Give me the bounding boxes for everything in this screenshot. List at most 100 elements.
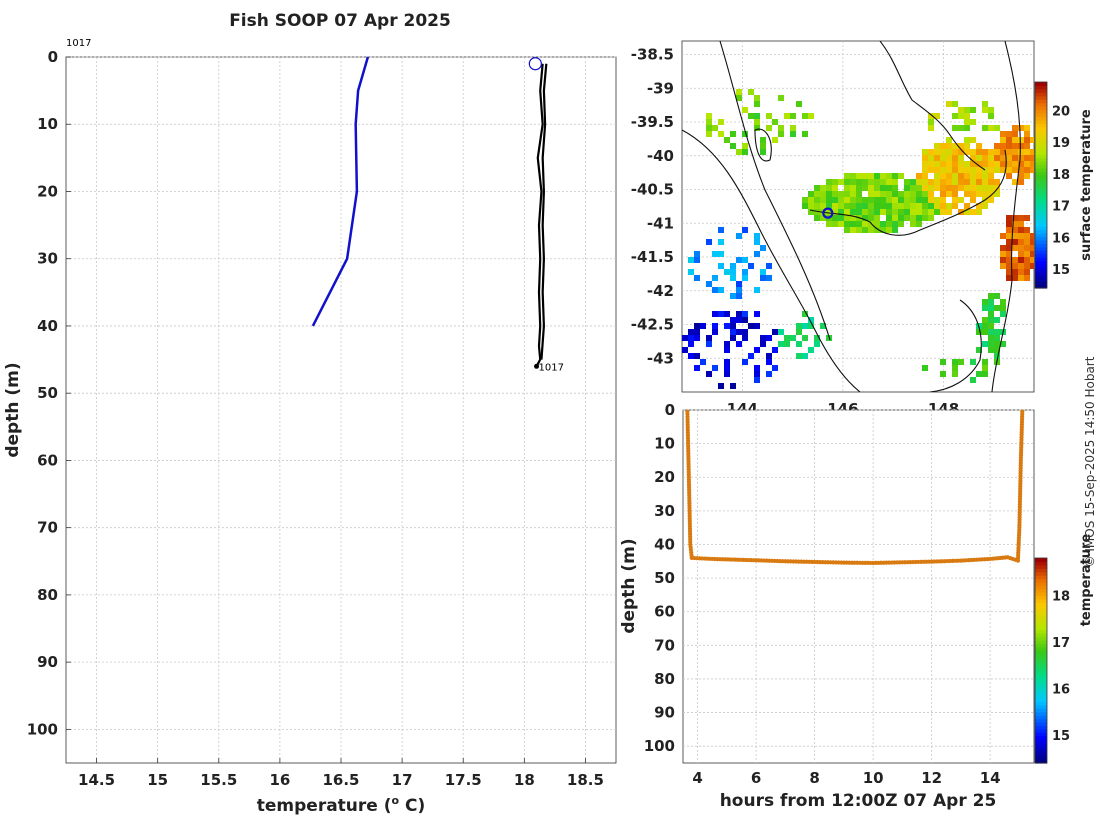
sst-cell <box>868 173 874 179</box>
sst-cell <box>988 299 994 305</box>
sst-cell <box>958 173 964 179</box>
sst-cell <box>958 113 964 119</box>
sst-cell <box>976 143 982 149</box>
sst-cell <box>922 173 928 179</box>
sst-cell <box>994 335 1000 341</box>
sst-cell <box>754 119 760 125</box>
sst-cell <box>982 149 988 155</box>
map-colorbar-segment <box>1035 160 1047 165</box>
sst-cell <box>742 269 748 275</box>
profile-series-instrument-track-2 <box>540 63 548 360</box>
sst-cell <box>970 359 976 365</box>
map-colorbar-segment <box>1035 274 1047 279</box>
sst-cell <box>856 227 862 233</box>
sst-cell <box>766 353 772 359</box>
sst-cell <box>808 317 814 323</box>
trace-y-tick-label: 0 <box>665 401 675 419</box>
sst-cell <box>1000 257 1006 263</box>
sst-cell <box>724 359 730 365</box>
map-colorbar-segment <box>1035 140 1047 145</box>
sst-cell <box>892 227 898 233</box>
sst-cell <box>844 227 850 233</box>
trace-x-tick-label: 10 <box>863 769 884 787</box>
sst-cell <box>1024 149 1030 155</box>
sst-cell <box>1006 251 1012 257</box>
sst-cell <box>940 155 946 161</box>
map-colorbar-segment <box>1035 178 1047 183</box>
sst-cell <box>952 197 958 203</box>
sst-cell <box>1000 167 1006 173</box>
sst-cell <box>928 191 934 197</box>
map-colorbar-segment <box>1035 281 1047 286</box>
profile-y-tick-label: 100 <box>27 720 58 738</box>
sst-cell <box>970 377 976 383</box>
sst-cell <box>952 113 958 119</box>
profile-start-marker <box>528 57 542 71</box>
sst-cell <box>1006 221 1012 227</box>
trace-colorbar-segment <box>1035 670 1047 675</box>
sst-cell <box>916 197 922 203</box>
sst-cell <box>946 191 952 197</box>
sst-cell <box>796 323 802 329</box>
sst-cell <box>952 203 958 209</box>
sst-cell <box>832 191 838 197</box>
sst-cell <box>814 185 820 191</box>
trace-colorbar-label: temperature <box>1079 534 1094 627</box>
profile-y-tick-label: 40 <box>37 317 58 335</box>
sst-cell <box>1012 155 1018 161</box>
sst-cell <box>1012 149 1018 155</box>
sst-cell <box>724 341 730 347</box>
sst-cell <box>742 311 748 317</box>
map-y-tick-label: -41 <box>647 214 674 232</box>
sst-cell <box>886 197 892 203</box>
sst-cell <box>952 149 958 155</box>
sst-cell <box>1000 137 1006 143</box>
map-y-tick-label: -42.5 <box>631 316 674 334</box>
profile-top-label: 1017 <box>66 38 91 49</box>
map-colorbar-segment <box>1035 126 1047 131</box>
sst-cell <box>934 185 940 191</box>
trace-y-tick-label: 60 <box>654 603 675 621</box>
trace-colorbar-segment <box>1035 575 1047 580</box>
sst-cell <box>718 311 724 317</box>
trace-colorbar-segment <box>1035 691 1047 696</box>
trace-x-axis-label: hours from 12:00Z 07 Apr 25 <box>720 791 997 811</box>
sst-cell <box>832 185 838 191</box>
map-colorbar-segment <box>1035 188 1047 193</box>
sst-cell <box>706 335 712 341</box>
sst-cell <box>712 323 718 329</box>
map-y-tick-label: -39 <box>647 79 674 97</box>
sst-cell <box>952 155 958 161</box>
sst-cell <box>748 263 754 269</box>
sst-cell <box>688 353 694 359</box>
sst-cell <box>1018 275 1024 281</box>
map-colorbar-segment <box>1035 92 1047 97</box>
sst-cell <box>838 221 844 227</box>
trace-colorbar-segment <box>1035 715 1047 720</box>
sst-cell <box>682 335 688 341</box>
sst-cell <box>1018 233 1024 239</box>
sst-cell <box>988 173 994 179</box>
sst-cell <box>748 353 754 359</box>
sst-cell <box>820 185 826 191</box>
sst-cell <box>862 227 868 233</box>
sst-cell <box>1030 257 1034 263</box>
sst-cell <box>850 173 856 179</box>
sst-cell <box>916 179 922 185</box>
sst-cell <box>988 107 994 113</box>
trace-colorbar-segment <box>1035 701 1047 706</box>
sst-cell <box>988 167 994 173</box>
sst-cell <box>718 287 724 293</box>
sst-cell <box>886 191 892 197</box>
sst-cell <box>994 317 1000 323</box>
sst-cell <box>754 371 760 377</box>
sst-cell <box>754 311 760 317</box>
sst-cell <box>1006 227 1012 233</box>
sst-cell <box>706 119 712 125</box>
sst-cell <box>874 227 880 233</box>
map-y-tick-label: -38.5 <box>631 46 674 64</box>
sst-cell <box>1024 263 1030 269</box>
sst-cell <box>730 323 736 329</box>
trace-y-tick-label: 80 <box>654 670 675 688</box>
sst-cell <box>934 161 940 167</box>
